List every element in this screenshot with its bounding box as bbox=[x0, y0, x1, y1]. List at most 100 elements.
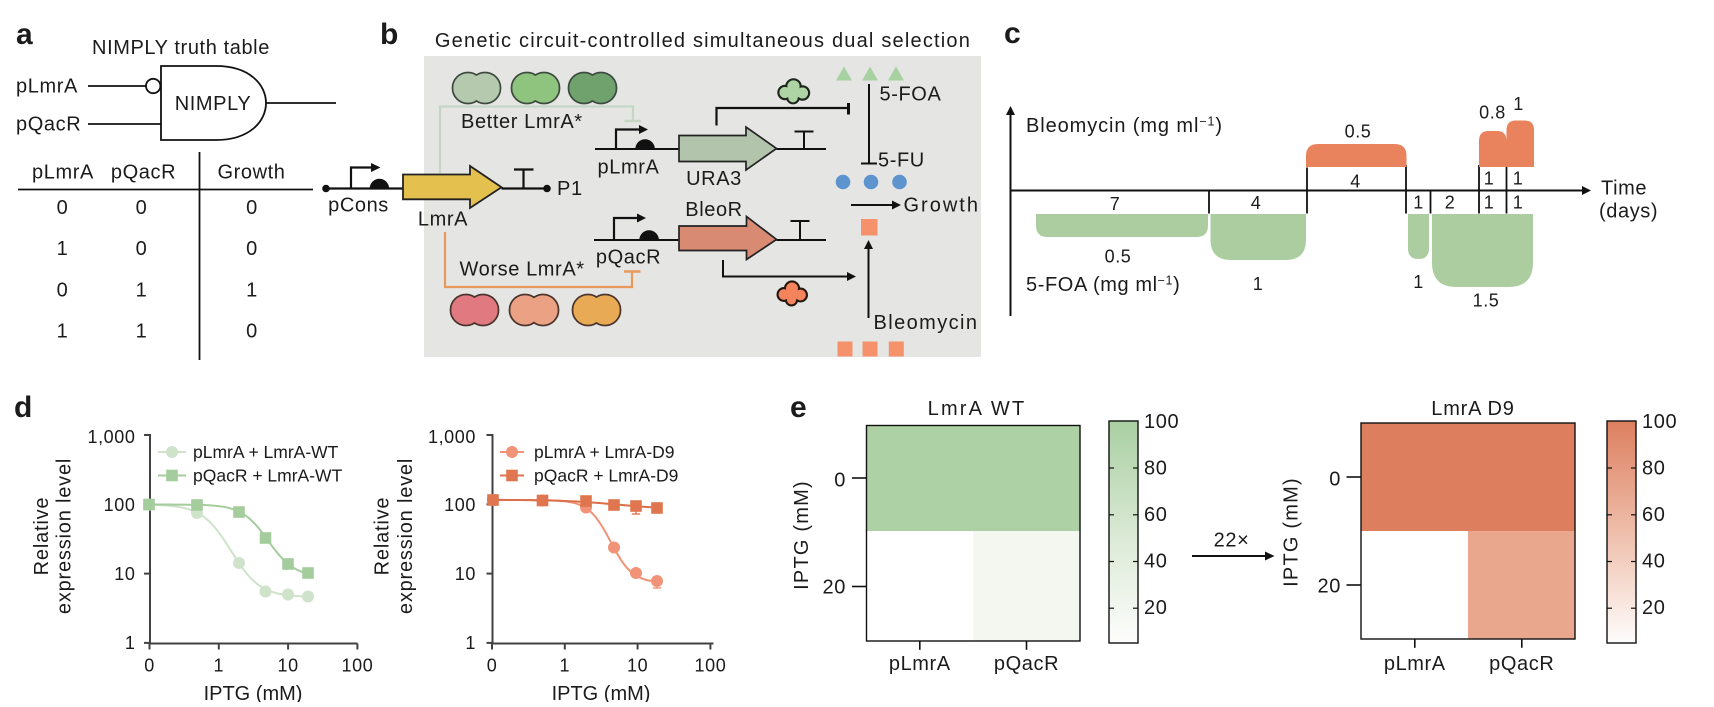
svg-text:1: 1 bbox=[57, 238, 69, 260]
svg-text:100: 100 bbox=[444, 495, 476, 515]
svg-text:Genetic circuit-controlled sim: Genetic circuit-controlled simultaneous … bbox=[435, 30, 971, 52]
svg-text:1: 1 bbox=[213, 656, 224, 676]
svg-text:100: 100 bbox=[694, 656, 726, 676]
svg-text:0: 0 bbox=[144, 656, 155, 676]
svg-text:b: b bbox=[380, 18, 399, 51]
svg-text:IPTG (mM): IPTG (mM) bbox=[1281, 477, 1303, 587]
svg-text:LmrA D9: LmrA D9 bbox=[1431, 398, 1514, 420]
svg-text:c: c bbox=[1004, 17, 1021, 50]
svg-text:pLmrA: pLmrA bbox=[32, 162, 94, 184]
svg-text:1: 1 bbox=[1253, 274, 1264, 294]
svg-text:pQacR: pQacR bbox=[111, 162, 176, 184]
svg-text:1,000: 1,000 bbox=[428, 427, 476, 447]
svg-text:pQacR: pQacR bbox=[994, 653, 1059, 675]
svg-text:pLmrA: pLmrA bbox=[598, 157, 660, 179]
svg-text:IPTG (mM): IPTG (mM) bbox=[204, 683, 303, 702]
svg-text:NIMPLY: NIMPLY bbox=[175, 93, 252, 115]
svg-text:Relative: Relative bbox=[372, 497, 394, 576]
svg-text:5-FOA: 5-FOA bbox=[880, 84, 942, 106]
svg-text:10: 10 bbox=[277, 656, 298, 676]
svg-text:1: 1 bbox=[465, 633, 476, 653]
svg-text:60: 60 bbox=[1144, 504, 1167, 526]
svg-text:100: 100 bbox=[341, 656, 373, 676]
svg-text:0: 0 bbox=[136, 197, 148, 219]
svg-text:100: 100 bbox=[1642, 411, 1677, 433]
svg-text:pLmrA: pLmrA bbox=[1384, 653, 1446, 675]
svg-text:22×: 22× bbox=[1214, 530, 1250, 552]
svg-text:Growth: Growth bbox=[904, 195, 980, 217]
svg-text:Worse LmrA*: Worse LmrA* bbox=[460, 259, 585, 281]
svg-text:pQacR + LmrA-WT: pQacR + LmrA-WT bbox=[193, 466, 343, 486]
svg-text:NIMPLY truth table: NIMPLY truth table bbox=[92, 37, 270, 59]
svg-text:0: 0 bbox=[834, 470, 846, 492]
svg-text:Time: Time bbox=[1601, 178, 1647, 200]
svg-text:1: 1 bbox=[1513, 94, 1524, 114]
svg-text:pLmrA: pLmrA bbox=[889, 653, 951, 675]
svg-text:0: 0 bbox=[487, 656, 498, 676]
svg-text:1: 1 bbox=[246, 280, 258, 302]
svg-text:2: 2 bbox=[1445, 193, 1456, 213]
svg-text:LmrA WT: LmrA WT bbox=[928, 398, 1027, 420]
svg-text:100: 100 bbox=[1144, 411, 1179, 433]
svg-text:pQacR + LmrA-D9: pQacR + LmrA-D9 bbox=[534, 466, 678, 486]
svg-text:Bleomycin: Bleomycin bbox=[874, 312, 979, 334]
svg-text:pQacR: pQacR bbox=[1489, 653, 1554, 675]
svg-text:0: 0 bbox=[246, 238, 258, 260]
svg-text:100: 100 bbox=[104, 495, 136, 515]
svg-text:20: 20 bbox=[823, 577, 846, 599]
svg-text:Growth: Growth bbox=[217, 162, 285, 184]
svg-text:0: 0 bbox=[57, 197, 69, 219]
svg-text:1: 1 bbox=[125, 633, 136, 653]
svg-text:0.5: 0.5 bbox=[1345, 122, 1372, 142]
svg-text:pLmrA: pLmrA bbox=[16, 76, 78, 98]
svg-text:d: d bbox=[14, 391, 33, 424]
svg-text:1: 1 bbox=[1484, 169, 1495, 189]
svg-text:expression level: expression level bbox=[53, 458, 75, 614]
svg-text:0: 0 bbox=[246, 321, 258, 343]
svg-text:4: 4 bbox=[1350, 172, 1361, 192]
svg-text:40: 40 bbox=[1642, 551, 1665, 573]
svg-text:20: 20 bbox=[1642, 597, 1665, 619]
svg-text:1: 1 bbox=[1484, 193, 1495, 213]
svg-text:5-FOA (mg ml−1): 5-FOA (mg ml−1) bbox=[1026, 274, 1180, 297]
svg-text:pQacR: pQacR bbox=[596, 247, 661, 269]
svg-text:Relative: Relative bbox=[31, 497, 53, 576]
svg-text:Bleomycin (mg ml−1): Bleomycin (mg ml−1) bbox=[1026, 115, 1223, 138]
svg-text:80: 80 bbox=[1642, 458, 1665, 480]
svg-text:1: 1 bbox=[136, 280, 148, 302]
svg-text:1: 1 bbox=[559, 656, 570, 676]
svg-text:LmrA: LmrA bbox=[418, 209, 468, 231]
svg-text:P1: P1 bbox=[557, 178, 583, 200]
svg-text:1: 1 bbox=[57, 321, 69, 343]
svg-text:7: 7 bbox=[1110, 194, 1121, 214]
svg-text:4: 4 bbox=[1251, 193, 1262, 213]
svg-text:IPTG (mM): IPTG (mM) bbox=[791, 480, 813, 590]
svg-text:80: 80 bbox=[1144, 458, 1167, 480]
svg-text:e: e bbox=[790, 391, 807, 424]
svg-text:0: 0 bbox=[136, 238, 148, 260]
svg-text:0: 0 bbox=[57, 280, 69, 302]
svg-text:1,000: 1,000 bbox=[87, 427, 135, 447]
svg-text:pQacR: pQacR bbox=[16, 114, 81, 136]
svg-text:URA3: URA3 bbox=[686, 168, 742, 190]
svg-text:10: 10 bbox=[627, 656, 648, 676]
svg-text:Better LmrA*: Better LmrA* bbox=[461, 111, 583, 133]
svg-text:20: 20 bbox=[1144, 597, 1167, 619]
svg-text:(days): (days) bbox=[1599, 201, 1658, 223]
svg-text:1: 1 bbox=[1413, 272, 1424, 292]
svg-text:1: 1 bbox=[1413, 193, 1424, 213]
svg-text:20: 20 bbox=[1318, 576, 1341, 598]
svg-text:1: 1 bbox=[1513, 169, 1524, 189]
svg-text:60: 60 bbox=[1642, 504, 1665, 526]
svg-text:5-FU: 5-FU bbox=[878, 150, 925, 172]
svg-text:10: 10 bbox=[455, 564, 476, 584]
svg-text:1.5: 1.5 bbox=[1473, 291, 1500, 311]
svg-text:a: a bbox=[16, 18, 33, 51]
svg-text:pLmrA + LmrA-D9: pLmrA + LmrA-D9 bbox=[534, 442, 675, 462]
svg-text:expression level: expression level bbox=[395, 458, 417, 614]
svg-text:BleoR: BleoR bbox=[685, 199, 742, 221]
svg-text:10: 10 bbox=[114, 564, 135, 584]
svg-text:40: 40 bbox=[1144, 551, 1167, 573]
svg-text:IPTG (mM): IPTG (mM) bbox=[552, 683, 651, 702]
svg-text:0.5: 0.5 bbox=[1105, 247, 1132, 267]
